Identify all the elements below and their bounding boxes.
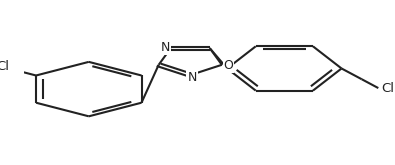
Text: N: N [187,71,197,84]
Text: Cl: Cl [381,82,394,95]
Text: N: N [160,41,170,54]
Text: O: O [224,59,233,72]
Text: Cl: Cl [0,60,9,73]
